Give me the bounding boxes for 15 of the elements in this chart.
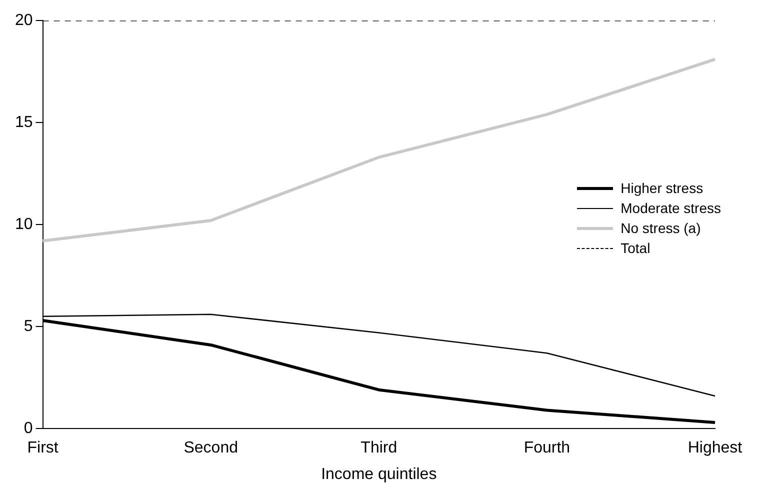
x-tick-label: First <box>27 440 59 457</box>
y-tick-label: 5 <box>24 318 33 336</box>
y-tick-label: 10 <box>15 216 33 234</box>
y-tick-label: 0 <box>24 420 33 438</box>
x-tick-label: Second <box>184 440 238 457</box>
x-tick-label: Fourth <box>524 440 570 457</box>
x-tick-label: Highest <box>688 440 743 457</box>
legend-label: Higher stress <box>620 180 704 196</box>
legend-label: Total <box>620 240 650 256</box>
legend-label: Moderate stress <box>620 200 721 216</box>
x-tick-label: Third <box>360 440 398 457</box>
legend-label: No stress (a) <box>620 220 701 236</box>
y-tick-label: 15 <box>15 114 33 132</box>
x-axis-title: Income quintiles <box>321 466 437 483</box>
y-tick-label: 20 <box>15 12 33 30</box>
